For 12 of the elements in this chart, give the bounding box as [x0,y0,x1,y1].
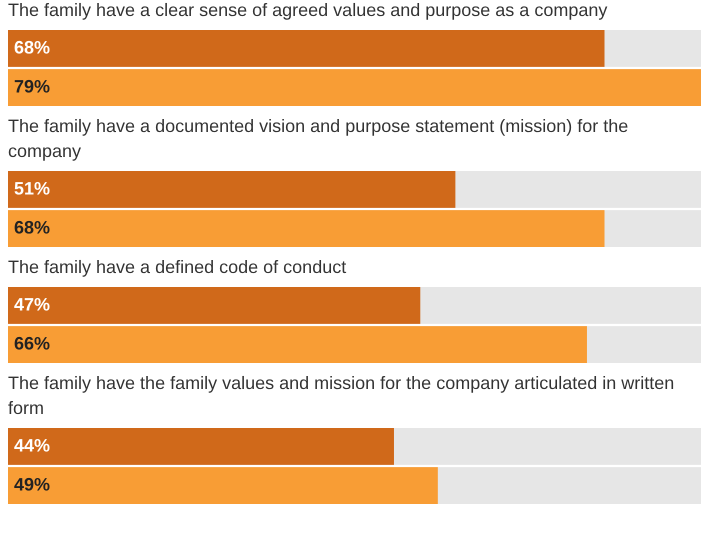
data-label: 68% [14,37,50,58]
data-label: 47% [14,294,50,314]
data-label: 49% [14,474,50,495]
data-label: 68% [14,218,50,238]
data-label: 66% [14,334,50,354]
data-label: 44% [14,435,50,456]
y-tick-label: The family have the family values and mission for the company articulated in written form [8,373,674,418]
y-tick-label: The family have a clear sense of agreed values and purpose as a company [8,0,608,20]
y-tick-label: The family have a documented vision and purpose statement (mission) for the company [8,116,628,161]
data-label: 79% [14,76,50,97]
data-label: 51% [14,178,50,198]
y-tick-label: The family have a defined code of conduct [8,257,346,277]
